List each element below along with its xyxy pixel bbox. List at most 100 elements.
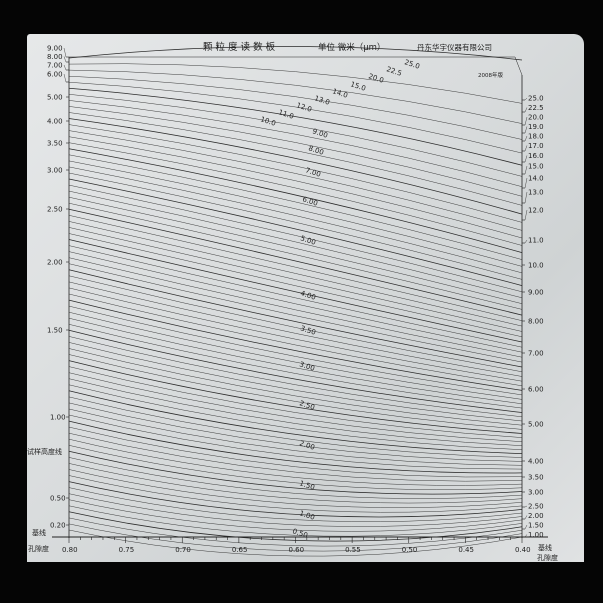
size-curve [68, 112, 523, 206]
left-tick-label: 4.00 [47, 118, 63, 126]
left-tick-label: 0.50 [50, 495, 66, 503]
right-tick-label: 20.0 [528, 114, 544, 122]
curve-label: 11.0 [277, 108, 294, 120]
size-curve [68, 463, 523, 504]
size-curve [68, 190, 523, 299]
size-curve [68, 172, 523, 280]
size-curve [68, 402, 523, 462]
x-tick-label: 0.45 [458, 546, 474, 554]
top-right-border [514, 56, 523, 76]
left-tick-label: 3.50 [47, 140, 63, 148]
size-curve [68, 100, 523, 187]
reading-board [27, 34, 584, 562]
size-curve [68, 366, 523, 438]
size-curve [68, 75, 523, 140]
left-tick-leader [63, 64, 67, 71]
right-tick-leader [524, 145, 528, 152]
size-curve [68, 305, 523, 396]
size-curve [68, 106, 523, 197]
x-tick-label: 0.70 [175, 546, 191, 554]
right-tick-label: 6.00 [528, 386, 544, 394]
size-curve [68, 269, 523, 368]
curve-label: 25.0 [403, 58, 420, 70]
left-tick-label: 2.50 [47, 206, 63, 214]
curve-label: 2.50 [298, 399, 315, 411]
right-tick-leader [524, 165, 528, 175]
x-tick-label: 0.40 [515, 546, 531, 554]
porosity-right-label: 孔隙度 [537, 553, 558, 562]
size-curve [68, 208, 523, 316]
size-curve [68, 293, 523, 387]
right-tick-label: 3.50 [528, 474, 544, 482]
size-curve [68, 142, 523, 246]
size-curve [68, 384, 523, 450]
left-tick-label: 3.00 [47, 167, 63, 175]
x-tick-label: 0.65 [232, 546, 248, 554]
size-curve [68, 336, 523, 418]
size-curve [68, 348, 523, 426]
size-curve [68, 178, 523, 286]
size-curve [68, 354, 523, 430]
size-curve [68, 469, 523, 508]
size-curve [68, 408, 523, 466]
curve-label: 7.00 [304, 166, 321, 178]
curve-label: 12.0 [295, 101, 312, 113]
right-tick-label: 14.0 [528, 175, 544, 183]
right-tick-label: 11.0 [528, 237, 544, 245]
right-tick-leader [524, 209, 528, 221]
size-curve [68, 239, 523, 343]
right-tick-label: 3.00 [528, 489, 544, 497]
size-curve [68, 160, 523, 267]
left-tick-leader [63, 73, 67, 83]
size-curve [68, 432, 523, 482]
right-tick-leader [524, 126, 528, 134]
curve-labels: 25.022.520.015.014.013.012.011.010.09.00… [259, 58, 420, 539]
size-curve [68, 251, 523, 353]
size-curve [68, 457, 523, 499]
left-tick-label: 5.00 [47, 94, 63, 102]
size-curve [68, 184, 523, 293]
right-tick-label: 1.00 [528, 531, 544, 539]
curve-label: 3.00 [298, 360, 315, 372]
x-tick-label: 0.80 [62, 546, 78, 554]
x-tick-label: 0.75 [119, 546, 135, 554]
size-curve [68, 445, 523, 490]
right-tick-leader [524, 177, 528, 189]
right-tick-leader [524, 239, 528, 244]
right-tick-leader [524, 116, 528, 126]
curve-label: 13.0 [313, 94, 330, 106]
right-tick-label: 13.0 [528, 189, 544, 197]
size-curve [68, 118, 523, 215]
size-curve [68, 124, 523, 223]
size-curve [68, 505, 523, 537]
porosity-left-label: 孔隙度 [28, 544, 49, 553]
left-tick-label: 1.00 [50, 414, 66, 422]
size-curve [68, 324, 523, 409]
left-tick-label: 2.00 [47, 259, 63, 267]
right-ticks: 25.022.5 20.019.0 18.017.0 16.0 15.0 14.0 13.0… [522, 95, 544, 539]
size-curve [68, 130, 523, 231]
right-tick-leader [524, 505, 528, 508]
size-curve [68, 499, 523, 532]
right-tick-leader [524, 155, 528, 163]
left-ticks: 9.008.007.006.00 5.00 4.00 3.50 3.00 2.50 2.00… [47, 45, 69, 530]
size-curve [68, 529, 523, 557]
size-curve [68, 493, 523, 527]
size-curve [68, 87, 523, 166]
curve-family [68, 46, 523, 557]
left-tick-leader [63, 47, 67, 58]
right-tick-label: 25.0 [528, 95, 544, 103]
size-curve [68, 281, 523, 377]
size-curve [68, 317, 523, 405]
right-tick-label: 16.0 [528, 152, 544, 160]
size-curve [68, 63, 523, 104]
curve-label: 20.0 [367, 72, 384, 84]
size-curve [68, 81, 523, 154]
size-curve [68, 414, 523, 470]
size-curve [68, 154, 523, 260]
size-curve [68, 257, 523, 358]
curve-label: 14.0 [331, 87, 348, 99]
size-curve [68, 342, 523, 422]
size-curve [68, 487, 523, 522]
curve-label: 10.0 [259, 115, 276, 127]
